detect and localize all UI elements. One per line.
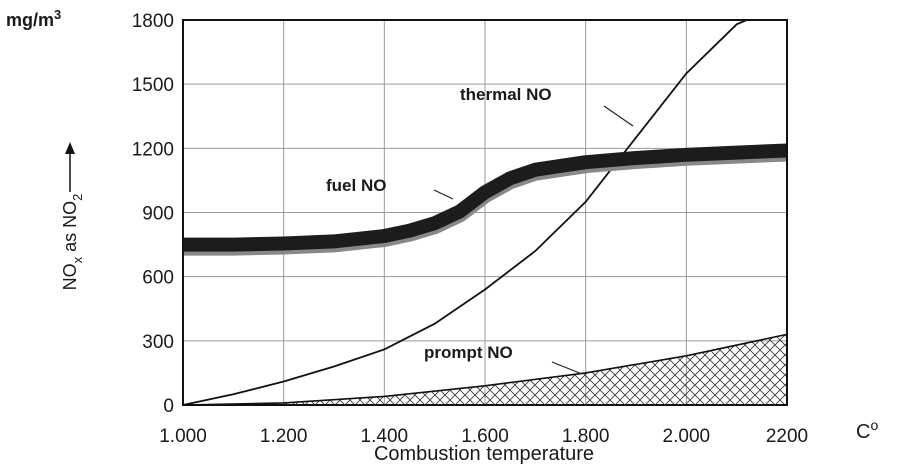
svg-text:NOx as NO2: NOx as NO2 bbox=[60, 194, 85, 291]
prompt-no-leader-line bbox=[551, 361, 583, 375]
thermal-no-line bbox=[182, 19, 748, 406]
y-tick-label: 1800 bbox=[132, 11, 174, 32]
x-tick-label: 1.600 bbox=[461, 426, 509, 447]
y-axis-label: NOx as NO2 bbox=[60, 142, 85, 290]
plot-frame bbox=[182, 19, 788, 406]
y-tick-label: 600 bbox=[142, 268, 174, 289]
series-layer bbox=[182, 19, 788, 406]
y-tick-label: 900 bbox=[142, 204, 174, 225]
y-tick-label: 1500 bbox=[132, 75, 174, 96]
y-tick-label: 0 bbox=[163, 396, 174, 417]
y-tick-label: 300 bbox=[142, 332, 174, 353]
x-tick-label: 1.200 bbox=[260, 426, 308, 447]
thermal-no-leader-line bbox=[603, 105, 634, 127]
prompt-no-annotation: prompt NO bbox=[424, 343, 513, 362]
x-tick-label: 2200 bbox=[766, 426, 808, 447]
x-tick-label: 1.800 bbox=[562, 426, 610, 447]
x-tick-label: 1.000 bbox=[159, 426, 207, 447]
y-unit-label: mg/m3 bbox=[6, 7, 61, 30]
y-tick-label: 1200 bbox=[132, 139, 174, 160]
annotations: thermal NO fuel NO prompt NO bbox=[326, 85, 634, 375]
x-axis-label: Combustion temperature bbox=[374, 443, 594, 465]
fuel-no-band bbox=[183, 143, 788, 252]
fuel-no-annotation: fuel NO bbox=[326, 176, 386, 195]
thermal-no-annotation: thermal NO bbox=[460, 85, 552, 104]
tick-labels: 1.000 1.200 1.400 1.600 1.800 2.000 2200 0 300 60… bbox=[132, 11, 808, 447]
x-unit-label: Co bbox=[856, 417, 878, 443]
x-tick-label: 2.000 bbox=[663, 426, 711, 447]
x-tick-label: 1.400 bbox=[361, 426, 409, 447]
fuel-no-leader-line bbox=[433, 189, 454, 200]
